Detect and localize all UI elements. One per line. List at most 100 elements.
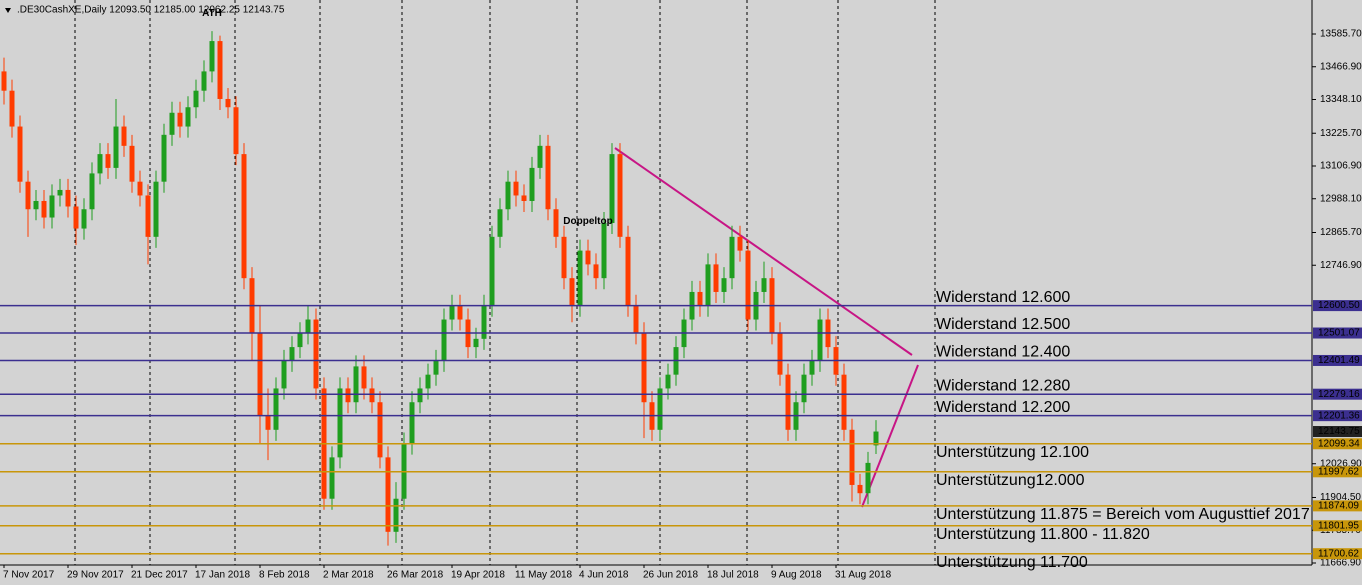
candle-body: [297, 333, 303, 348]
candle-body: [305, 319, 311, 334]
candle-body: [657, 388, 663, 430]
candle-body: [17, 126, 23, 182]
level-label: 12201.36: [1318, 410, 1360, 421]
candle-body: [561, 236, 567, 279]
candle-body: [377, 402, 383, 458]
candle-body: [521, 195, 527, 201]
level-label-box: [1313, 548, 1362, 560]
candle-body: [625, 236, 631, 306]
level-label: 12600.50: [1318, 300, 1360, 311]
x-tick-label: 11 May 2018: [515, 570, 573, 581]
level-note: Unterstützung 12.100: [936, 444, 1089, 461]
level-label: 11801.95: [1318, 520, 1359, 531]
candle-body: [817, 319, 823, 361]
level-label: 11874.09: [1318, 501, 1359, 512]
candle-body: [185, 107, 191, 127]
candle-body: [713, 264, 719, 292]
candle-body: [153, 181, 159, 237]
candle-body: [1, 71, 7, 91]
y-tick-label: 13106.90: [1320, 161, 1362, 172]
y-tick-label: 12746.90: [1320, 260, 1362, 271]
candle-body: [569, 278, 575, 306]
candle-body: [241, 154, 247, 279]
level-note: Widerstand 12.500: [936, 316, 1070, 333]
candle-body: [41, 200, 47, 218]
candle-body: [633, 305, 639, 334]
trend-line: [614, 147, 913, 356]
candle-body: [593, 264, 599, 279]
level-note: Unterstützung 11.800 - 11.820: [936, 526, 1150, 543]
y-tick-label: 12988.10: [1320, 193, 1362, 204]
candle-body: [177, 112, 183, 127]
candle-body: [737, 236, 743, 251]
candle-body: [265, 416, 271, 430]
level-label-box: [1313, 388, 1362, 400]
candle-body: [81, 209, 87, 229]
candle-body: [145, 195, 151, 237]
y-tick-label: 13466.90: [1320, 61, 1362, 72]
candle-body: [801, 374, 807, 403]
candle-body: [313, 319, 319, 389]
candle-body: [497, 209, 503, 237]
candle-body: [785, 374, 791, 430]
candle-body: [57, 189, 63, 196]
candle-body: [225, 98, 231, 108]
x-tick-label: 29 Nov 2017: [67, 570, 124, 581]
level-label-box: [1313, 520, 1362, 532]
candle-body: [281, 360, 287, 389]
trend-line: [861, 364, 919, 508]
candle-body: [25, 181, 31, 210]
candle-body: [577, 250, 583, 306]
level-label-box: [1313, 327, 1362, 339]
level-note: Unterstützung 11.700: [936, 554, 1088, 571]
last-price-box: [1313, 426, 1362, 438]
candle-body: [409, 402, 415, 444]
candle-body: [849, 429, 855, 485]
candle-body: [537, 145, 543, 168]
candle-body: [97, 154, 103, 174]
level-label: 12099.34: [1318, 438, 1360, 449]
candle-body: [697, 291, 703, 306]
last-price-label: 12143.75: [1318, 426, 1360, 437]
candle-body: [289, 347, 295, 361]
candle-body: [49, 195, 55, 218]
candle-body: [489, 236, 495, 306]
level-label: 11700.62: [1318, 548, 1359, 559]
level-note: Unterstützung12.000: [936, 472, 1085, 489]
candle-body: [513, 181, 519, 196]
candle-body: [273, 388, 279, 430]
level-note: Widerstand 12.280: [936, 377, 1070, 394]
level-note: Widerstand 12.400: [936, 344, 1070, 361]
y-tick-label: 11904.50: [1320, 492, 1361, 503]
annotation: Doppeltop: [563, 216, 612, 227]
y-tick-label: 13348.10: [1320, 94, 1362, 105]
candle-body: [137, 181, 143, 196]
x-tick-label: 18 Jul 2018: [707, 570, 759, 581]
candle-body: [457, 305, 463, 320]
candle-body: [201, 71, 207, 91]
menu-arrow[interactable]: [5, 8, 11, 13]
candle-body: [761, 278, 767, 292]
candle-body: [777, 333, 783, 375]
candle-body: [209, 41, 215, 72]
y-tick-label: 12865.70: [1320, 227, 1362, 238]
level-note: Widerstand 12.600: [936, 289, 1070, 306]
candle-body: [729, 236, 735, 279]
candle-body: [449, 305, 455, 320]
level-label: 12501.07: [1318, 328, 1360, 339]
x-tick-label: 19 Apr 2018: [451, 570, 505, 581]
candle-body: [329, 457, 335, 499]
level-label: 11997.62: [1318, 466, 1359, 477]
candle-body: [121, 126, 127, 146]
candle-body: [129, 145, 135, 182]
candle-body: [9, 90, 15, 127]
x-tick-label: 9 Aug 2018: [771, 570, 822, 581]
candle-body: [169, 112, 175, 135]
y-tick-label: 12026.90: [1320, 458, 1362, 469]
y-tick-label: 13585.70: [1320, 29, 1362, 40]
candle-body: [369, 388, 375, 403]
candle-body: [193, 90, 199, 108]
x-tick-label: 21 Dec 2017: [131, 570, 188, 581]
